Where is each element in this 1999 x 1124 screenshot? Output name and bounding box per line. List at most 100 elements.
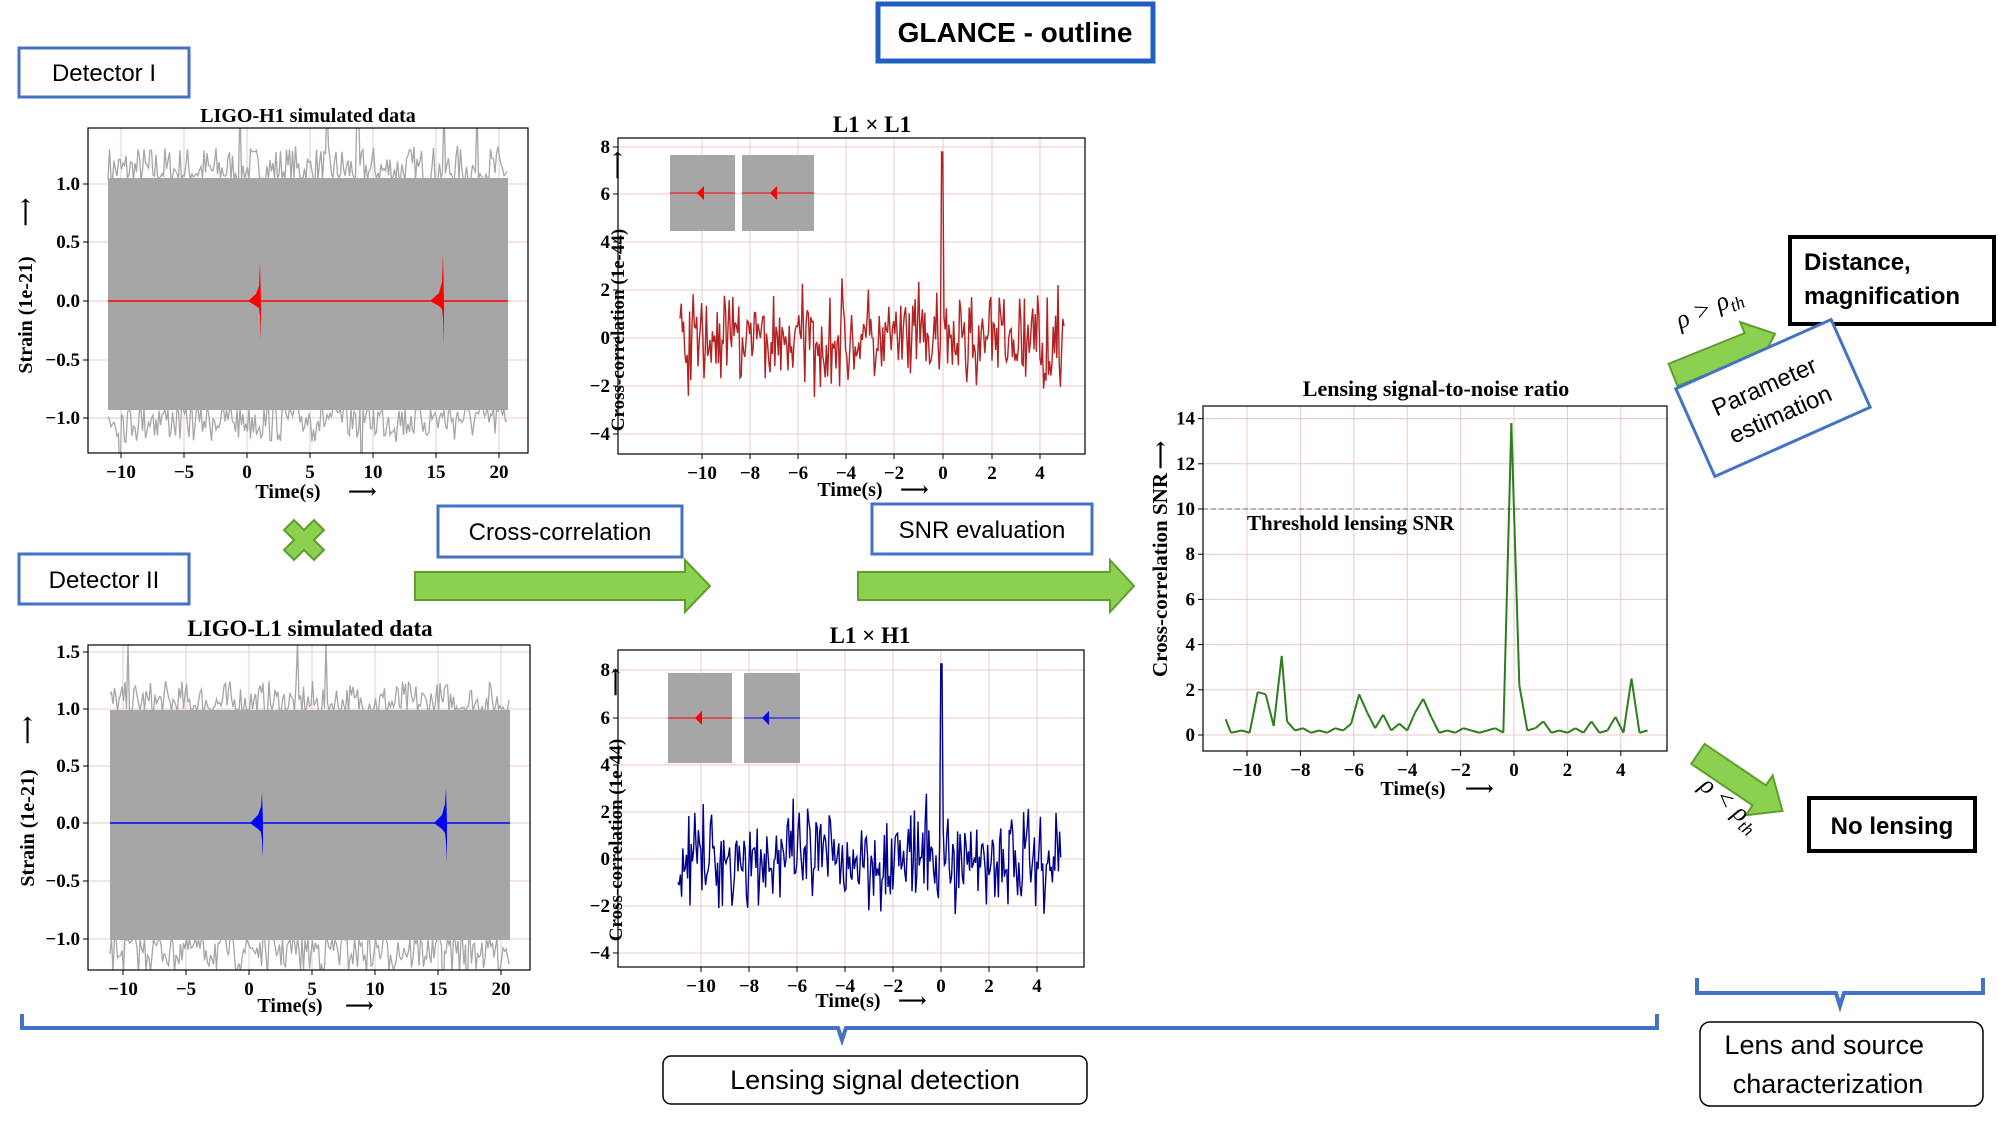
xcorr-plot-l1l1-xtick-label: 4 bbox=[1035, 463, 1045, 484]
snr-series-segment bbox=[1406, 711, 1417, 731]
strain-plot-h1-ticks: −10 −5 0 5 10 15 20 1.0 0.5 0.0 −0.5 −1.0 bbox=[45, 174, 508, 483]
xcorr-plot-l1l1-inset bbox=[670, 155, 814, 231]
snr-chart-ytick-label: 14 bbox=[1176, 409, 1196, 430]
snr-chart: Lensing signal-to-noise ratio Threshold … bbox=[1148, 376, 1668, 800]
snr-series-segment bbox=[1302, 727, 1312, 734]
xcorr-plot-l1h1-ytick-label: 8 bbox=[601, 660, 611, 681]
no-lensing-label: No lensing bbox=[1831, 813, 1954, 840]
xcorr-plot-l1h1-title: L1 × H1 bbox=[830, 623, 911, 648]
snr-series-segment bbox=[1566, 727, 1576, 734]
xcorr-plot-l1h1-xtick-label: 0 bbox=[936, 976, 946, 997]
strain-plot-h1-xtick-label: 10 bbox=[364, 462, 383, 483]
strain-plot-l1-chirp-2 bbox=[434, 788, 447, 862]
xcorr-plot-l1l1-title: L1 × L1 bbox=[833, 112, 911, 137]
xcorr-plot-l1h1-ylabel: Cross-correlation (1e-44) bbox=[606, 739, 627, 941]
snr-series-segment bbox=[1224, 718, 1232, 734]
snr-series-segment bbox=[1542, 720, 1553, 734]
multiply-symbol bbox=[282, 518, 326, 562]
snr-chart-xtick-label: −8 bbox=[1290, 760, 1310, 781]
xcorr-plot-l1h1-xtick-label: −4 bbox=[835, 976, 856, 997]
strain-plot-l1-noise-band bbox=[110, 710, 510, 940]
xcorr-plot-l1h1-yarrow: ⟶ bbox=[605, 668, 627, 697]
strain-plot-h1-yarrow: ⟶ bbox=[15, 198, 37, 227]
xcorr-plot-l1h1-ytick-label: 6 bbox=[601, 708, 611, 729]
snr-chart-ytick-label: 2 bbox=[1186, 680, 1196, 701]
xcorr-plot-l1h1-ytick-label: −4 bbox=[590, 943, 611, 964]
strain-plot-l1-chirp-1 bbox=[250, 793, 263, 858]
svg-text:Distance, magnification: Distance, magnification bbox=[1804, 249, 1960, 310]
snr-series-segment bbox=[1318, 729, 1328, 734]
strain-plot-h1-ytick-label: 0.0 bbox=[56, 291, 80, 312]
detector-one-box: Detector I bbox=[17, 46, 191, 99]
snr-chart-ytick-label: 8 bbox=[1186, 544, 1196, 565]
xcorr-plot-l1l1-xlabel: Time(s) bbox=[817, 479, 882, 501]
snr-series-segment bbox=[1622, 678, 1633, 733]
snr-chart-xtick-label: −10 bbox=[1232, 760, 1262, 781]
xcorr-plot-l1h1-xtick-label: 2 bbox=[984, 976, 994, 997]
strain-plot-l1-title: LIGO-L1 simulated data bbox=[187, 616, 433, 641]
snr-series-segment bbox=[1510, 423, 1521, 686]
snr-series-segment bbox=[1430, 716, 1441, 734]
xcorr-plot-l1h1-xtick-label: 4 bbox=[1032, 976, 1042, 997]
snr-series-segment bbox=[1534, 720, 1545, 729]
strain-plot-h1-ytick-label: −0.5 bbox=[45, 350, 80, 371]
cross-correlation-box: Cross-correlation bbox=[436, 504, 684, 559]
snr-threshold-label: Threshold lensing SNR bbox=[1247, 511, 1455, 535]
strain-plot-h1: LIGO-H1 simulated data −10 −5 0 5 10 15 20 1.0 0… bbox=[15, 105, 529, 503]
xcorr-plot-l1h1-ticks: −10 −8 −6 −4 −2 0 2 4 8 6 4 2 0 −2 −4 bbox=[590, 660, 1043, 997]
snr-series-segment bbox=[1382, 714, 1393, 731]
xcorr-plot-l1l1-ylabel: Cross-correlation (1e-44) bbox=[608, 229, 629, 431]
strain-plot-h1-xtick-label: −5 bbox=[174, 462, 194, 483]
snr-series-segment bbox=[1358, 693, 1369, 713]
strain-plot-l1: LIGO-L1 simulated data −10 −5 0 5 10 15 20 1.5 1… bbox=[17, 616, 531, 1017]
snr-series-segment bbox=[1559, 729, 1568, 734]
strain-plot-h1-noise-band bbox=[108, 178, 508, 410]
strain-plot-l1-xarrow: ⟶ bbox=[345, 995, 374, 1017]
snr-series bbox=[1224, 423, 1648, 734]
strain-plot-l1-xlabel: Time(s) bbox=[257, 995, 322, 1017]
strain-plot-h1-xtick-label: 0 bbox=[242, 462, 252, 483]
snr-series-segment bbox=[1639, 729, 1648, 734]
snr-series-segment bbox=[1518, 685, 1529, 731]
xcorr-plot-l1h1-xtick-label: −2 bbox=[883, 976, 903, 997]
snr-chart-xtick-label: −2 bbox=[1450, 760, 1470, 781]
snr-series-segment bbox=[1502, 423, 1513, 733]
strain-plot-h1-ytick-label: −1.0 bbox=[45, 408, 80, 429]
distance-label: Distance, bbox=[1804, 249, 1911, 276]
header-title: GLANCE - outline bbox=[898, 17, 1133, 48]
strain-plot-l1-ytick-label: −0.5 bbox=[45, 871, 80, 892]
xcorr-plot-l1l1-xtick-label: −10 bbox=[687, 463, 717, 484]
strain-plot-h1-title: LIGO-H1 simulated data bbox=[200, 105, 416, 127]
xcorr-plot-l1l1-xtick-label: 2 bbox=[987, 463, 997, 484]
condition-above-threshold: ρ > ρth bbox=[1670, 286, 1748, 335]
detection-brace bbox=[20, 1014, 1659, 1047]
xcorr-plot-l1l1-ytick-label: −2 bbox=[590, 376, 610, 397]
snr-series-segment bbox=[1350, 694, 1361, 724]
characterization-line-2: characterization bbox=[1733, 1069, 1924, 1099]
strain-plot-l1-ticks: −10 −5 0 5 10 15 20 1.5 1.0 0.5 0.0 −0.5 −1.0 bbox=[45, 642, 510, 1000]
arrow-to-snr bbox=[857, 557, 1136, 615]
svg-text:Lens and source characte: Lens and source characterization bbox=[1724, 1030, 1931, 1099]
snr-series-segment bbox=[1582, 720, 1593, 734]
snr-chart-xtick-label: 0 bbox=[1509, 760, 1519, 781]
snr-chart-grid bbox=[1203, 406, 1667, 751]
strain-plot-l1-ytick-label: 1.0 bbox=[56, 699, 80, 720]
strain-plot-l1-noise-upper bbox=[109, 645, 510, 715]
snr-series-segment bbox=[1264, 694, 1275, 727]
strain-plot-l1-xtick-label: 15 bbox=[429, 979, 448, 1000]
strain-plot-h1-chirp-1 bbox=[248, 263, 261, 340]
snr-series-segment bbox=[1551, 729, 1560, 734]
strain-plot-l1-ytick-label: 0.0 bbox=[56, 813, 80, 834]
xcorr-plot-l1l1-xtick-label: −6 bbox=[788, 463, 808, 484]
snr-series-segment bbox=[1454, 727, 1464, 734]
strain-plot-h1-ytick-label: 0.5 bbox=[56, 232, 80, 253]
snr-chart-ytick-label: 6 bbox=[1186, 589, 1196, 610]
xcorr-plot-l1l1-xtick-label: −4 bbox=[836, 463, 857, 484]
strain-plot-l1-xtick-label: −5 bbox=[176, 979, 196, 1000]
snr-series-segment bbox=[1494, 727, 1504, 734]
xcorr-plot-l1l1-xtick-label: 0 bbox=[938, 463, 948, 484]
snr-series-segment bbox=[1230, 729, 1242, 734]
snr-series-segment bbox=[1479, 729, 1488, 734]
xcorr-plot-l1h1-ytick-label: 2 bbox=[601, 802, 611, 823]
